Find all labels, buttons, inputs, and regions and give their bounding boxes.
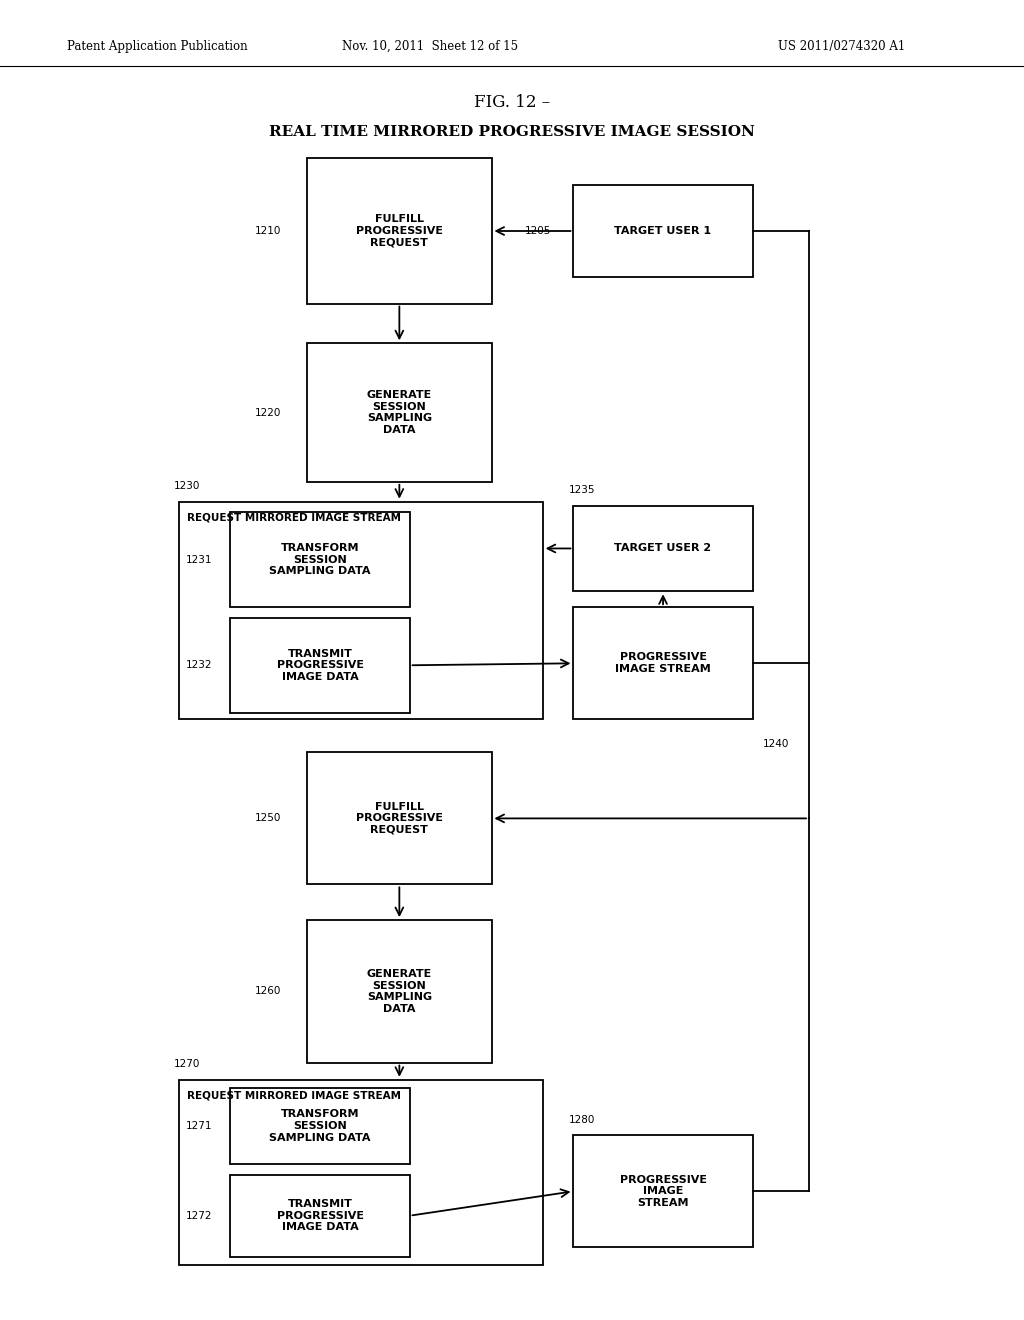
Text: TARGET USER 1: TARGET USER 1	[614, 226, 712, 236]
Text: TRANSMIT
PROGRESSIVE
IMAGE DATA: TRANSMIT PROGRESSIVE IMAGE DATA	[276, 648, 364, 682]
Text: 1240: 1240	[763, 739, 790, 750]
Bar	[230, 512, 410, 607]
Bar	[230, 618, 410, 713]
Text: REAL TIME MIRRORED PROGRESSIVE IMAGE SESSION: REAL TIME MIRRORED PROGRESSIVE IMAGE SES…	[269, 125, 755, 139]
Text: 1230: 1230	[174, 480, 201, 491]
Text: 1271: 1271	[185, 1121, 212, 1131]
Bar	[307, 920, 492, 1063]
Bar	[573, 607, 753, 719]
Text: 1260: 1260	[255, 986, 282, 997]
Bar	[307, 343, 492, 482]
Text: Patent Application Publication: Patent Application Publication	[67, 40, 247, 53]
Text: 1231: 1231	[185, 554, 212, 565]
Text: 1210: 1210	[255, 226, 282, 236]
Text: GENERATE
SESSION
SAMPLING
DATA: GENERATE SESSION SAMPLING DATA	[367, 391, 432, 434]
Text: 1272: 1272	[185, 1210, 212, 1221]
Bar	[573, 506, 753, 591]
Bar	[307, 752, 492, 884]
Text: TRANSFORM
SESSION
SAMPLING DATA: TRANSFORM SESSION SAMPLING DATA	[269, 1109, 371, 1143]
Bar	[230, 1175, 410, 1257]
Text: REQUEST MIRRORED IMAGE STREAM: REQUEST MIRRORED IMAGE STREAM	[187, 512, 401, 523]
Text: PROGRESSIVE
IMAGE
STREAM: PROGRESSIVE IMAGE STREAM	[620, 1175, 707, 1208]
Text: FULFILL
PROGRESSIVE
REQUEST: FULFILL PROGRESSIVE REQUEST	[356, 801, 442, 836]
Text: TRANSFORM
SESSION
SAMPLING DATA: TRANSFORM SESSION SAMPLING DATA	[269, 543, 371, 577]
Bar	[573, 1135, 753, 1247]
Text: 1280: 1280	[568, 1114, 595, 1125]
Text: 1250: 1250	[255, 813, 282, 824]
Text: GENERATE
SESSION
SAMPLING
DATA: GENERATE SESSION SAMPLING DATA	[367, 969, 432, 1014]
Text: 1220: 1220	[255, 408, 282, 417]
Text: 1205: 1205	[524, 226, 551, 236]
Text: Nov. 10, 2011  Sheet 12 of 15: Nov. 10, 2011 Sheet 12 of 15	[342, 40, 518, 53]
Bar	[307, 158, 492, 304]
Text: 1232: 1232	[185, 660, 212, 671]
Text: PROGRESSIVE
IMAGE STREAM: PROGRESSIVE IMAGE STREAM	[615, 652, 711, 675]
Text: 1270: 1270	[174, 1059, 201, 1069]
Text: FULFILL
PROGRESSIVE
REQUEST: FULFILL PROGRESSIVE REQUEST	[356, 214, 442, 248]
Text: TRANSMIT
PROGRESSIVE
IMAGE DATA: TRANSMIT PROGRESSIVE IMAGE DATA	[276, 1199, 364, 1233]
Bar	[179, 1080, 543, 1265]
Text: 1235: 1235	[568, 484, 595, 495]
Bar	[230, 1088, 410, 1164]
Text: FIG. 12 –: FIG. 12 –	[474, 95, 550, 111]
Text: REQUEST MIRRORED IMAGE STREAM: REQUEST MIRRORED IMAGE STREAM	[187, 1090, 401, 1101]
Text: TARGET USER 2: TARGET USER 2	[614, 544, 712, 553]
Text: US 2011/0274320 A1: US 2011/0274320 A1	[778, 40, 905, 53]
Bar	[179, 502, 543, 719]
Bar	[573, 185, 753, 277]
